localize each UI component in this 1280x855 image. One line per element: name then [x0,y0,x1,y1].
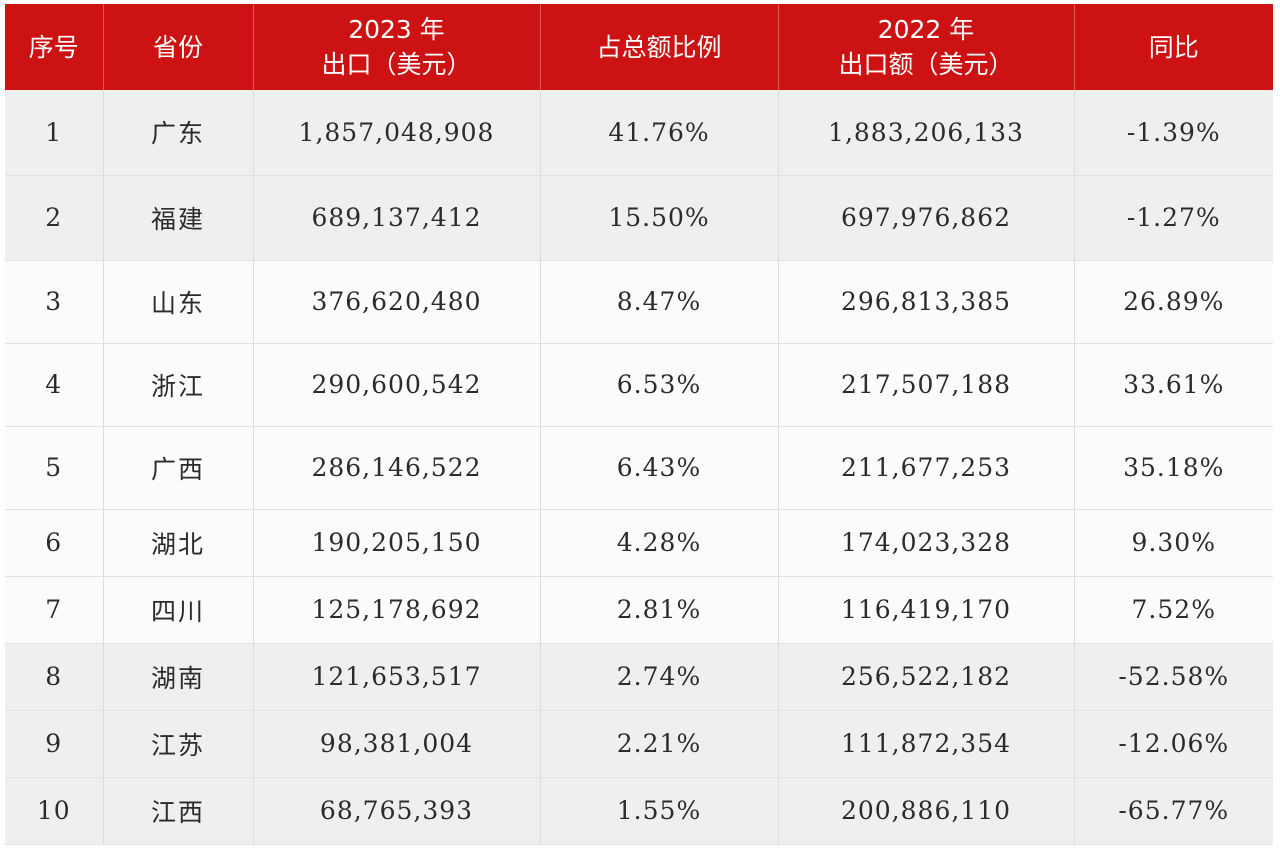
table-row: 10 江西 68,765,393 1.55% 200,886,110 -65.77% [5,777,1273,845]
header-index: 序号 [5,4,104,90]
table-row: 2 福建 689,137,412 15.50% 697,976,862 -1.27% [5,175,1273,261]
cell-export-2023: 125,178,692 [253,576,541,644]
cell-share: 15.50% [540,175,779,261]
cell-yoy: -1.39% [1074,90,1273,176]
cell-export-2023: 98,381,004 [253,710,541,778]
header-yoy: 同比 [1074,4,1273,90]
export-table: 序号 省份 2023 年 出口（美元） 占总额比例 2022 年 出口额（美元）… [5,4,1273,845]
cell-export-2022: 296,813,385 [778,260,1075,344]
table-body: 1 广东 1,857,048,908 41.76% 1,883,206,133 -1.39… [5,90,1273,845]
table-row: 4 浙江 290,600,542 6.53% 217,507,188 33.61% [5,343,1273,427]
cell-yoy: 35.18% [1074,426,1273,510]
cell-export-2023: 68,765,393 [253,777,541,845]
cell-export-2022: 111,872,354 [778,710,1075,778]
table-row: 7 四川 125,178,692 2.81% 116,419,170 7.52% [5,576,1273,644]
cell-province: 广东 [103,90,254,176]
cell-yoy: -65.77% [1074,777,1273,845]
cell-export-2023: 290,600,542 [253,343,541,427]
cell-index: 2 [5,175,104,261]
header-export-2022-unit: 出口额（美元） [838,50,1014,79]
cell-export-2022: 217,507,188 [778,343,1075,427]
cell-export-2022: 1,883,206,133 [778,90,1075,176]
cell-index: 7 [5,576,104,644]
table-row: 9 江苏 98,381,004 2.21% 111,872,354 -12.06% [5,710,1273,778]
cell-province: 山东 [103,260,254,344]
cell-export-2023: 1,857,048,908 [253,90,541,176]
header-share: 占总额比例 [540,4,779,90]
cell-yoy: -52.58% [1074,643,1273,711]
table-row: 6 湖北 190,205,150 4.28% 174,023,328 9.30% [5,509,1273,577]
header-row: 序号 省份 2023 年 出口（美元） 占总额比例 2022 年 出口额（美元）… [5,4,1273,90]
cell-province: 江西 [103,777,254,845]
cell-share: 2.74% [540,643,779,711]
table-row: 1 广东 1,857,048,908 41.76% 1,883,206,133 -1.39… [5,90,1273,176]
cell-export-2022: 256,522,182 [778,643,1075,711]
header-index-label: 序号 [28,32,79,62]
cell-export-2022: 116,419,170 [778,576,1075,644]
cell-share: 2.21% [540,710,779,778]
cell-province: 福建 [103,175,254,261]
cell-export-2022: 697,976,862 [778,175,1075,261]
header-export-2023-unit: 出口（美元） [321,50,472,79]
cell-share: 1.55% [540,777,779,845]
cell-share: 6.43% [540,426,779,510]
cell-index: 8 [5,643,104,711]
cell-export-2023: 190,205,150 [253,509,541,577]
cell-province: 湖南 [103,643,254,711]
cell-yoy: -12.06% [1074,710,1273,778]
header-export-2023-year: 2023 年 [348,15,445,44]
cell-index: 3 [5,260,104,344]
cell-yoy: 7.52% [1074,576,1273,644]
header-province-label: 省份 [152,32,203,62]
header-export-2022-year: 2022 年 [877,15,975,44]
header-yoy-label: 同比 [1148,32,1199,62]
cell-export-2023: 376,620,480 [253,260,541,344]
export-table-container: 序号 省份 2023 年 出口（美元） 占总额比例 2022 年 出口额（美元）… [5,4,1273,852]
table-header: 序号 省份 2023 年 出口（美元） 占总额比例 2022 年 出口额（美元）… [5,4,1273,90]
cell-index: 10 [5,777,104,845]
cell-yoy: 33.61% [1074,343,1273,427]
cell-export-2023: 121,653,517 [253,643,541,711]
cell-export-2023: 689,137,412 [253,175,541,261]
header-share-label: 占总额比例 [596,32,722,62]
cell-index: 4 [5,343,104,427]
table-row: 3 山东 376,620,480 8.47% 296,813,385 26.89% [5,260,1273,344]
cell-share: 4.28% [540,509,779,577]
cell-share: 8.47% [540,260,779,344]
table-row: 5 广西 286,146,522 6.43% 211,677,253 35.18% [5,426,1273,510]
cell-province: 湖北 [103,509,254,577]
cell-export-2023: 286,146,522 [253,426,541,510]
cell-export-2022: 211,677,253 [778,426,1075,510]
cell-share: 6.53% [540,343,779,427]
cell-export-2022: 200,886,110 [778,777,1075,845]
cell-province: 江苏 [103,710,254,778]
cell-yoy: 26.89% [1074,260,1273,344]
header-export-2022: 2022 年 出口额（美元） [778,4,1075,90]
cell-province: 浙江 [103,343,254,427]
cell-share: 2.81% [540,576,779,644]
cell-province: 广西 [103,426,254,510]
cell-province: 四川 [103,576,254,644]
header-export-2023: 2023 年 出口（美元） [253,4,541,90]
cell-index: 6 [5,509,104,577]
cell-export-2022: 174,023,328 [778,509,1075,577]
cell-share: 41.76% [540,90,779,176]
cell-index: 1 [5,90,104,176]
header-province: 省份 [103,4,254,90]
table-row: 8 湖南 121,653,517 2.74% 256,522,182 -52.58% [5,643,1273,711]
cell-index: 5 [5,426,104,510]
cell-yoy: 9.30% [1074,509,1273,577]
cell-yoy: -1.27% [1074,175,1273,261]
cell-index: 9 [5,710,104,778]
